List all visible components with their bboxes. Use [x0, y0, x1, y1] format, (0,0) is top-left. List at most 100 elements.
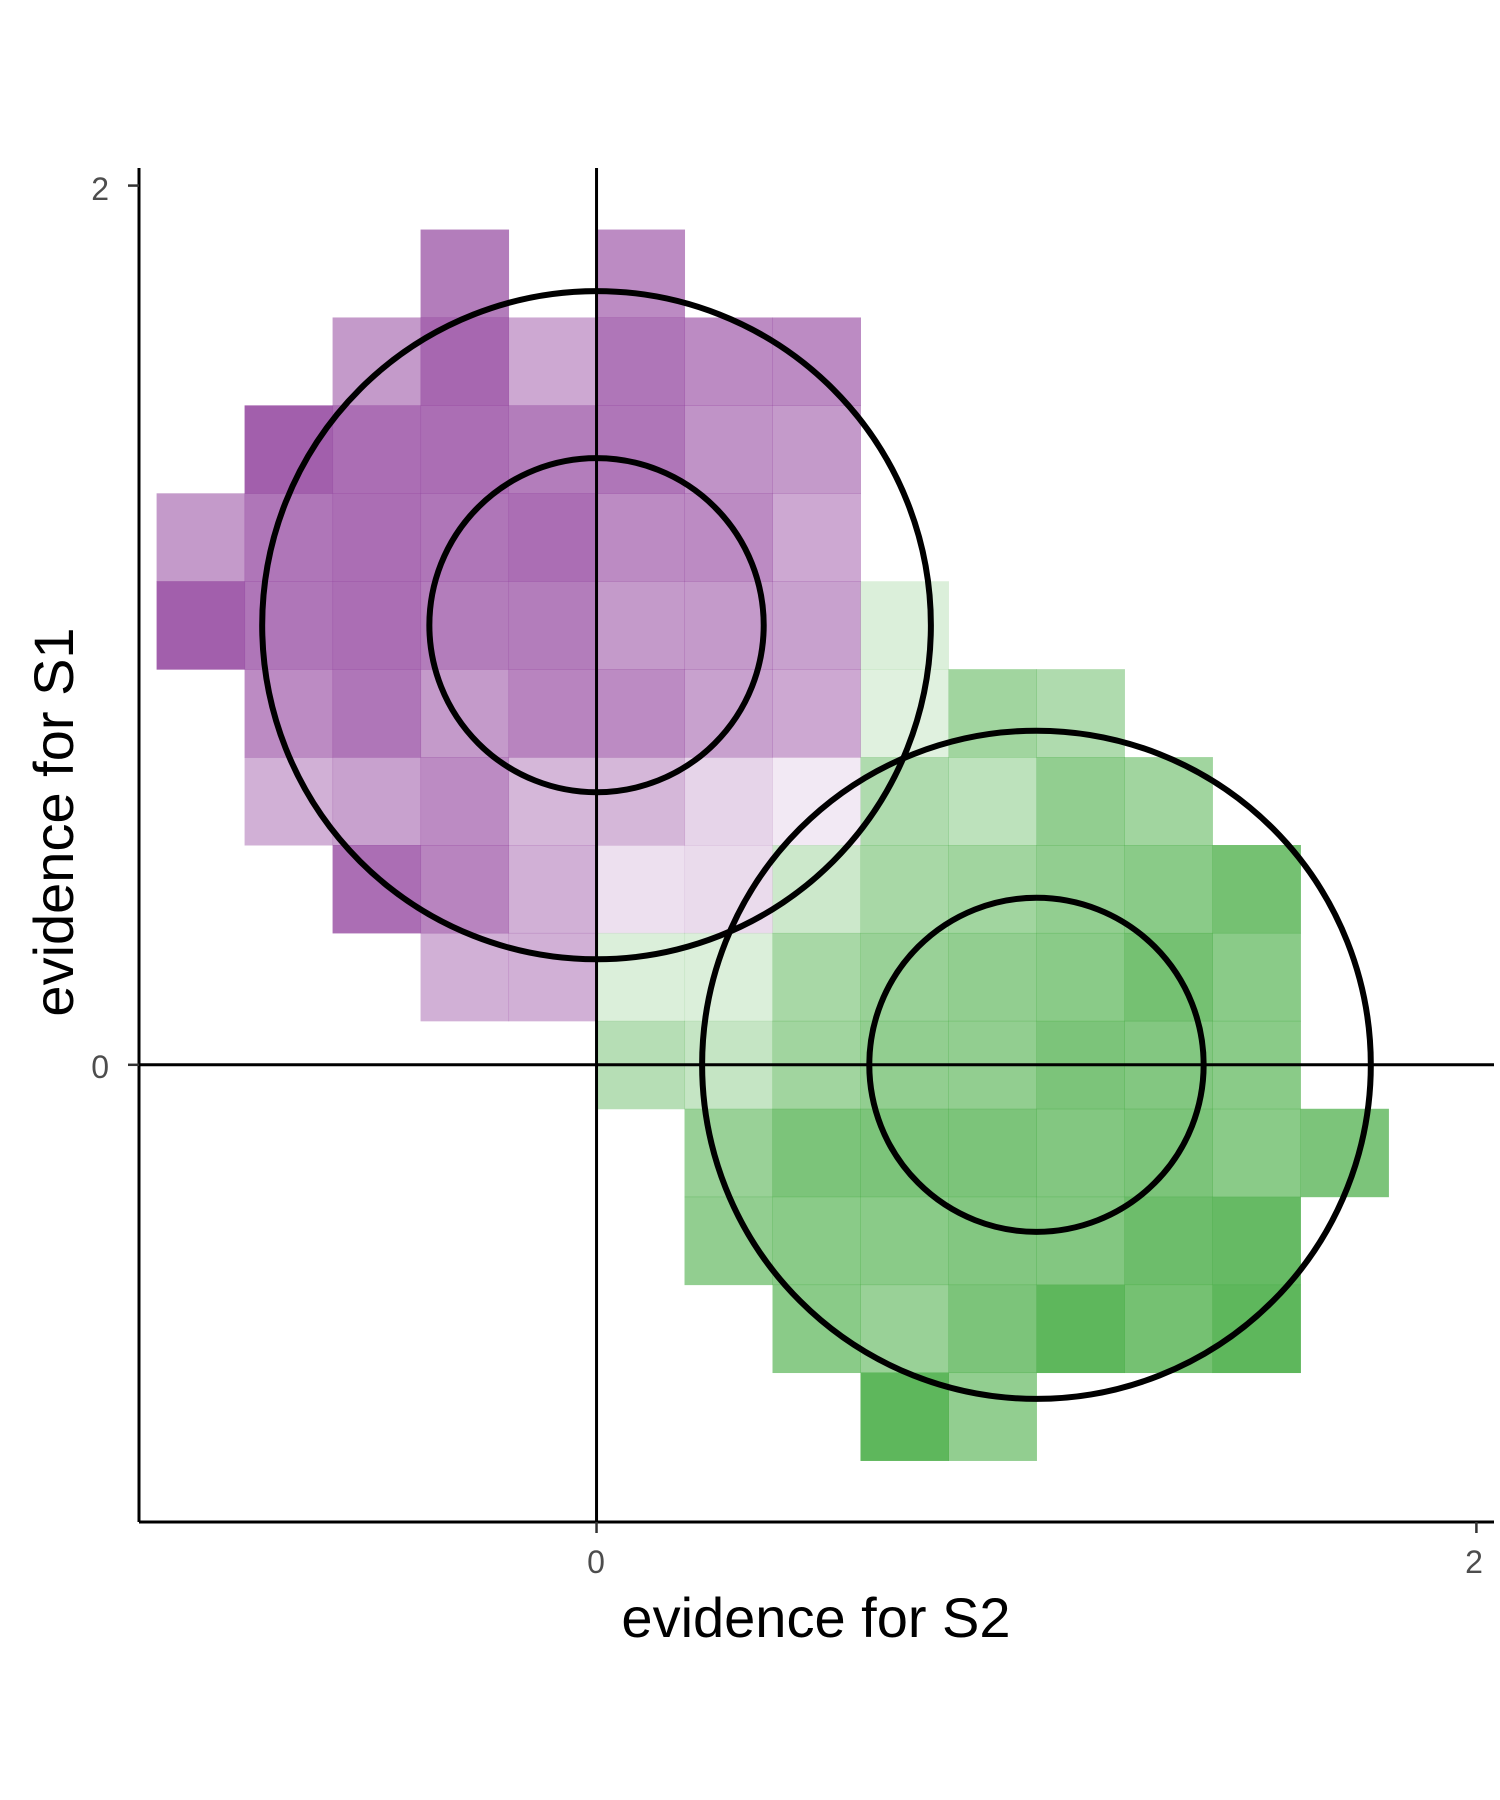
heatmap-cell-0-31	[244, 669, 334, 758]
heatmap-cell-1-32	[860, 1108, 949, 1198]
heatmap-cell-1-21	[1212, 932, 1301, 1022]
heatmap-cell-0-30	[772, 581, 861, 670]
heatmap-cell-0-15	[156, 493, 246, 582]
heatmap-cell-0-47	[508, 845, 598, 934]
heatmap-cell-1-45	[772, 1284, 861, 1374]
contour-circle-0-1	[259, 288, 934, 963]
heatmap-cell-0-13	[684, 405, 774, 494]
heatmap-cell-1-33	[948, 1108, 1037, 1198]
heatmap-cell-0-35	[596, 669, 686, 758]
heatmap-cell-1-34	[1036, 1108, 1125, 1198]
heatmap-cell-0-27	[508, 581, 598, 670]
heatmap-cell-1-37	[1300, 1108, 1389, 1198]
heatmap-cell-1-52	[948, 1372, 1037, 1461]
x-axis-title: evidence for S2	[621, 1586, 1010, 1649]
heatmap-cell-0-8	[244, 405, 334, 494]
heatmap-cell-1-13	[1212, 845, 1301, 934]
heatmap-cell-0-44	[772, 757, 861, 846]
heatmap-cell-1-36	[1212, 1108, 1301, 1198]
heatmap-cell-1-42	[1036, 1196, 1125, 1286]
heatmap-cell-0-38	[244, 757, 334, 846]
y-axis-title: evidence for S1	[22, 627, 85, 1016]
heatmap-cell-1-35	[1124, 1108, 1213, 1198]
heatmap-cell-0-12	[596, 405, 686, 494]
heatmap-cell-1-10	[948, 845, 1037, 934]
heatmap-cell-0-36	[684, 669, 774, 758]
heatmap-cell-0-18	[420, 493, 510, 582]
heatmap-cell-0-24	[244, 581, 334, 670]
heatmap-cell-0-34	[508, 669, 598, 758]
heatmap-cell-0-51	[508, 932, 598, 1022]
heatmap-cell-1-18	[948, 932, 1037, 1022]
heatmap-cell-1-1	[860, 669, 949, 758]
heatmap-cell-1-6	[1036, 757, 1125, 846]
heatmap-cell-1-43	[1124, 1196, 1213, 1286]
heatmap-cell-0-50	[420, 932, 510, 1022]
x-tick-label-0: 0	[587, 1544, 605, 1580]
heatmap-cell-0-16	[244, 493, 334, 582]
heatmap-cell-1-11	[1036, 845, 1125, 934]
heatmap-cell-0-40	[420, 757, 510, 846]
heatmap-cell-0-22	[772, 493, 861, 582]
axes	[128, 168, 1494, 1533]
heatmap-cell-0-33	[420, 669, 510, 758]
heatmap-cell-1-39	[772, 1196, 861, 1286]
heatmap-cell-0-7	[772, 317, 861, 406]
heatmap-cell-1-47	[948, 1284, 1037, 1374]
heatmap-cell-0-5	[596, 317, 686, 406]
heatmap-cell-0-28	[596, 581, 686, 670]
heatmap-cell-1-40	[860, 1196, 949, 1286]
heatmap-cell-1-19	[1036, 932, 1125, 1022]
heatmap-cell-1-15	[684, 932, 774, 1022]
heatmap-cell-1-17	[860, 932, 949, 1022]
heatmap-cell-1-31	[772, 1108, 861, 1198]
heatmap-cell-1-16	[772, 932, 861, 1022]
heatmap-cell-1-51	[860, 1372, 949, 1461]
heatmap-cell-1-20	[1124, 932, 1213, 1022]
heatmap-cell-1-5	[948, 757, 1037, 846]
heatmap-cell-0-26	[420, 581, 510, 670]
heatmap-cell-0-21	[684, 493, 774, 582]
heatmap-cell-1-2	[948, 669, 1037, 758]
y-tick-label-2: 2	[91, 171, 109, 207]
heatmap-cell-0-41	[508, 757, 598, 846]
heatmap-cell-0-37	[772, 669, 861, 758]
heatmap-cell-1-8	[772, 845, 861, 934]
heatmap-cell-0-11	[508, 405, 598, 494]
heatmap-cell-0-23	[156, 581, 246, 670]
heatmap-cell-1-50	[1212, 1284, 1301, 1374]
contour-circles	[259, 288, 1374, 1402]
heatmap-cell-0-17	[332, 493, 422, 582]
heatmap-cell-1-12	[1124, 845, 1213, 934]
contour-circle-1-0	[866, 894, 1207, 1235]
y-tick-label-0: 0	[91, 1049, 109, 1085]
contour-circle-0-0	[426, 455, 767, 796]
heatmap-cell-1-3	[1036, 669, 1125, 758]
heatmap-cells	[156, 229, 1389, 1461]
heatmap-cell-0-25	[332, 581, 422, 670]
heatmap-cell-0-43	[684, 757, 774, 846]
heatmap-cell-1-30	[684, 1108, 774, 1198]
heatmap-cell-0-0	[420, 229, 510, 318]
x-tick-label-2: 2	[1465, 1544, 1483, 1580]
heatmap-cell-1-14	[596, 932, 686, 1022]
heatmap-cell-0-2	[332, 317, 422, 406]
reference-lines	[139, 168, 1494, 1522]
heatmap-cell-0-42	[596, 757, 686, 846]
heatmap-cell-1-38	[684, 1196, 774, 1286]
contour-circle-1-1	[699, 727, 1374, 1402]
heatmap-cell-0-19	[508, 493, 598, 582]
heatmap-cell-1-44	[1212, 1196, 1301, 1286]
heatmap-cell-0-32	[332, 669, 422, 758]
heatmap-cell-1-41	[948, 1196, 1037, 1286]
heatmap-cell-0-20	[596, 493, 686, 582]
heatmap-cell-0-14	[772, 405, 861, 494]
heatmap-cell-1-0	[860, 581, 949, 670]
heatmap-cell-1-48	[1036, 1284, 1125, 1374]
heatmap-cell-0-45	[332, 845, 422, 934]
heatmap-cell-0-9	[332, 405, 422, 494]
heatmap-cell-0-4	[508, 317, 598, 406]
heatmap-cell-0-1	[596, 229, 686, 318]
heatmap-cell-1-9	[860, 845, 949, 934]
